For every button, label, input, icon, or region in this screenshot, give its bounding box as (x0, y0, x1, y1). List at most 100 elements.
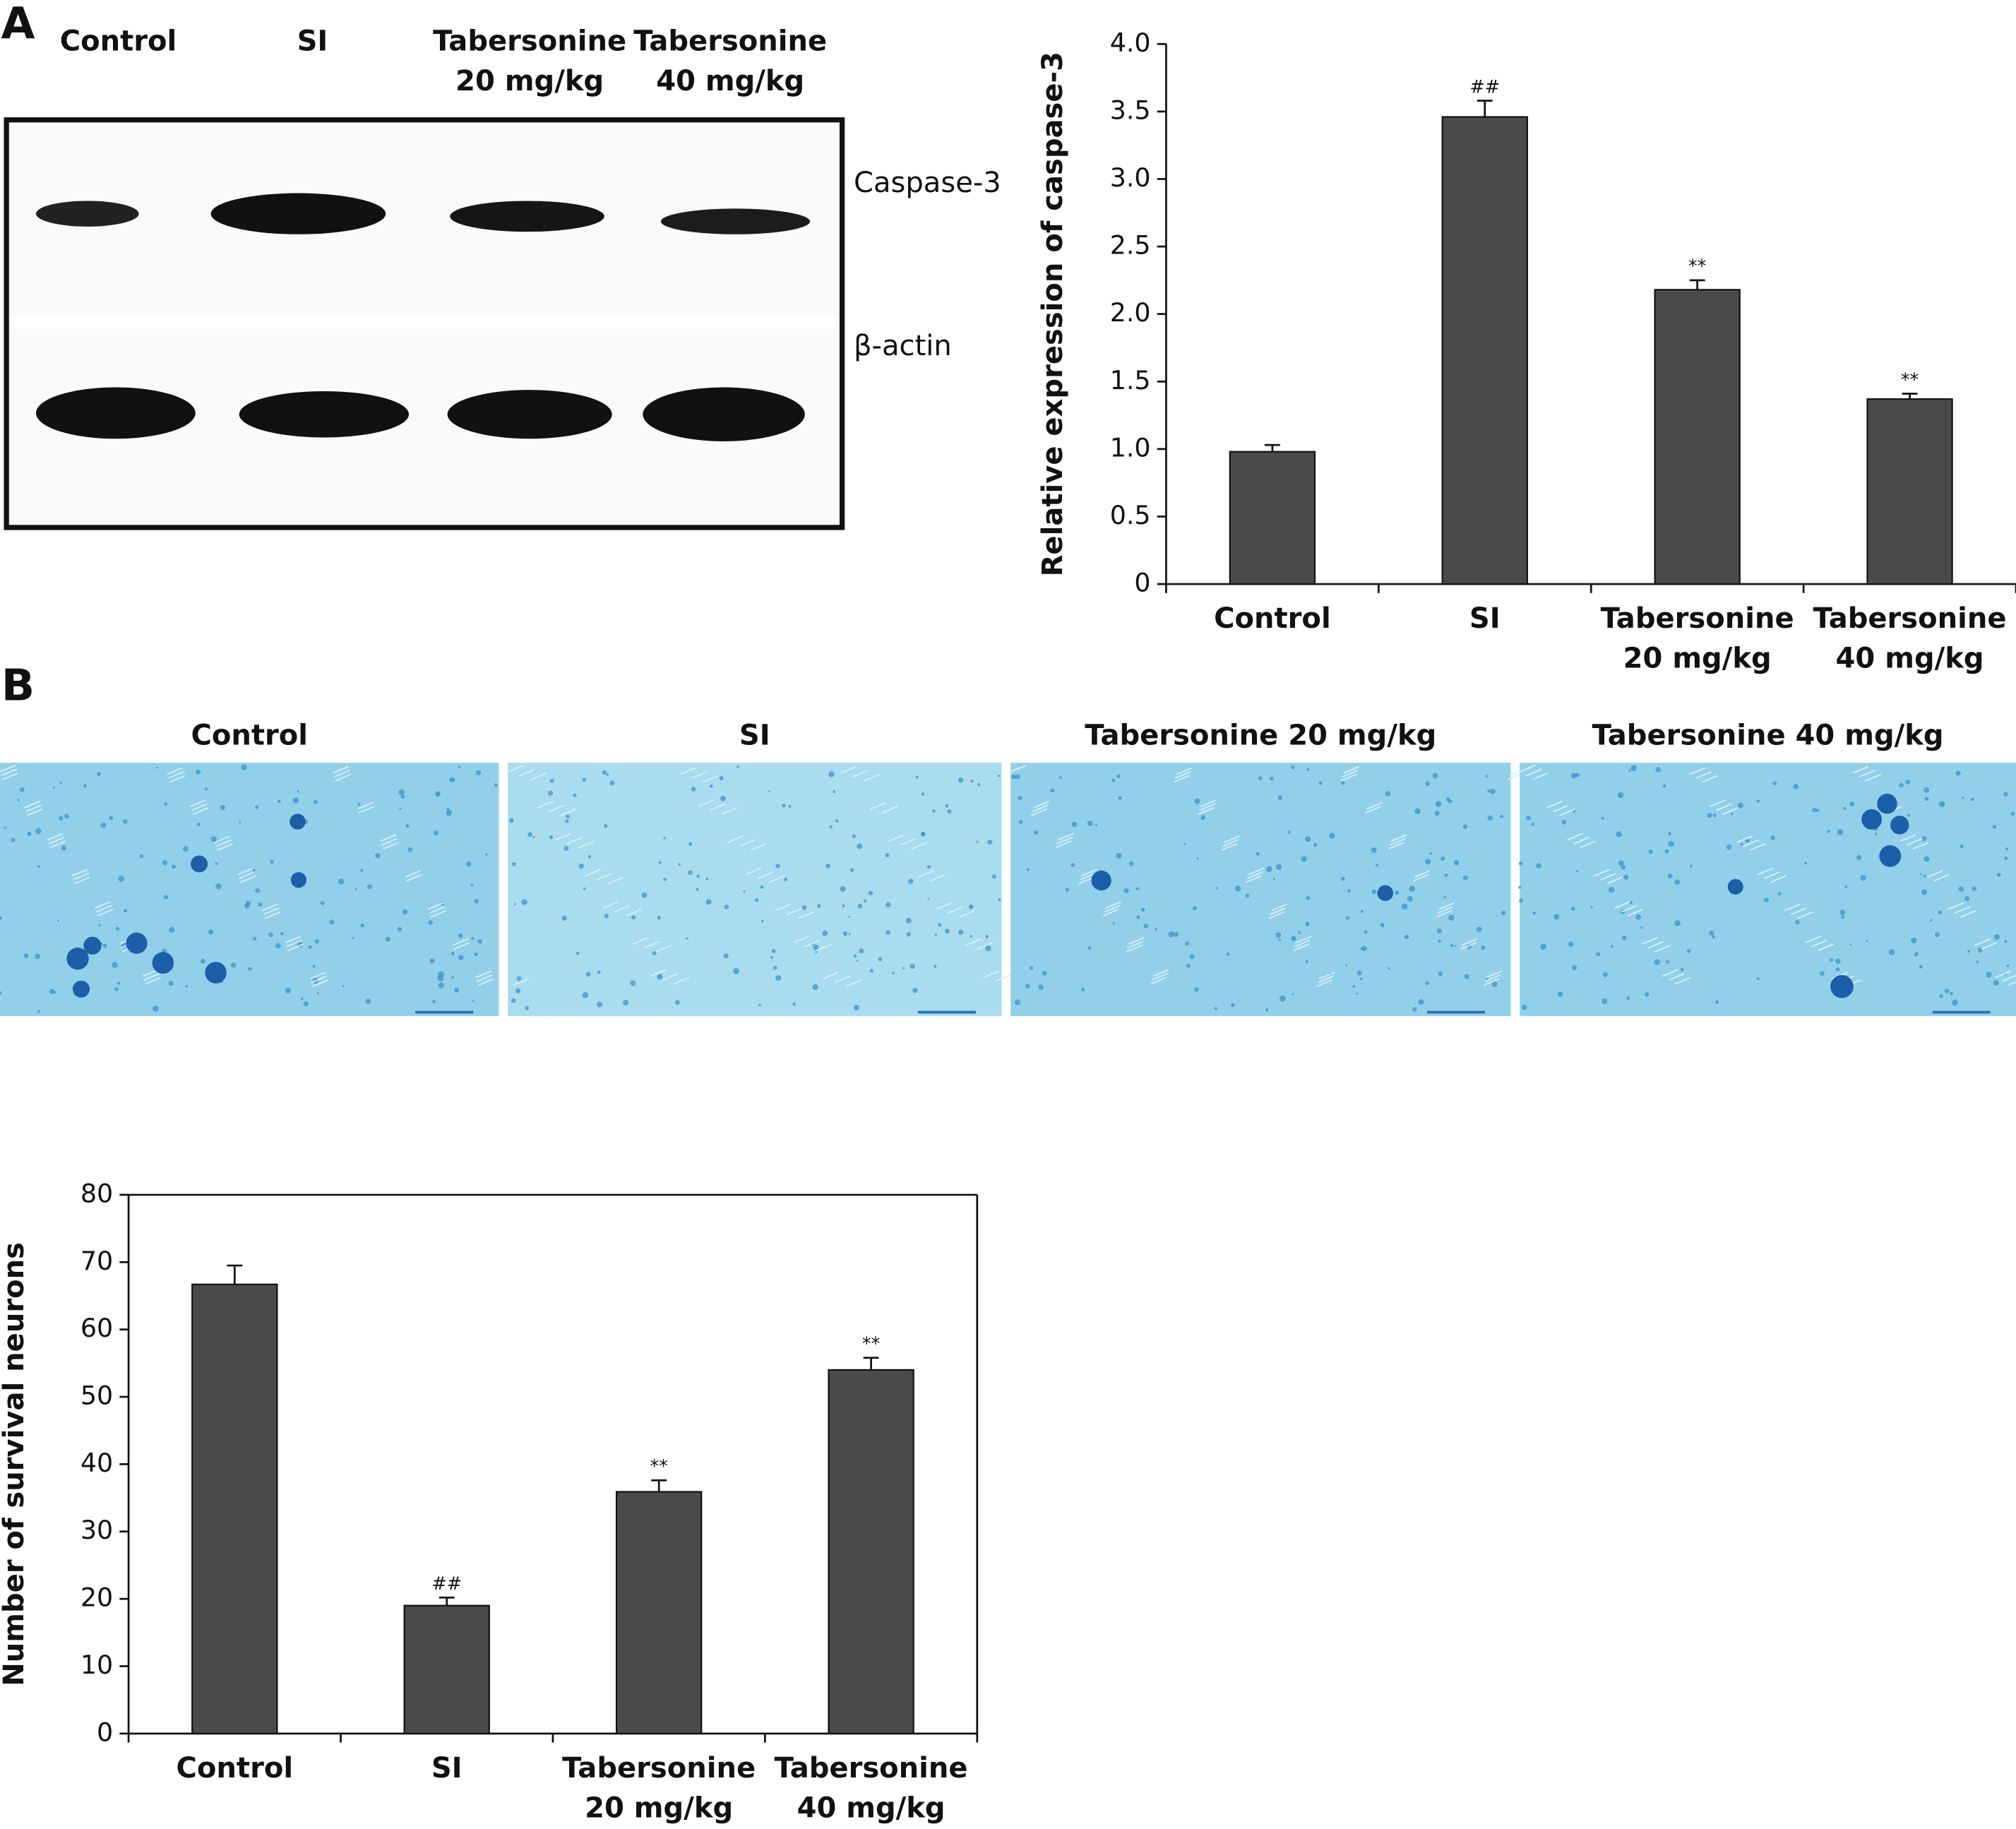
fiber (1414, 870, 1431, 878)
fiber (1176, 767, 1193, 775)
fiber (626, 908, 642, 917)
speck (630, 980, 636, 987)
speck (1071, 821, 1078, 828)
speck (367, 884, 373, 890)
neuron (152, 952, 174, 974)
speck (902, 967, 905, 970)
speck (1143, 924, 1148, 929)
speck (1183, 842, 1186, 846)
speck (1292, 993, 1294, 996)
speck (1518, 886, 1522, 889)
speck (168, 927, 175, 933)
speck (474, 952, 478, 957)
fiber (264, 911, 281, 919)
speck (1490, 788, 1496, 794)
speck (587, 854, 592, 859)
speck (907, 878, 914, 884)
speck (11, 838, 16, 842)
fiber (1248, 867, 1265, 876)
speck (1668, 832, 1672, 836)
speck (1689, 864, 1693, 868)
speck (1923, 874, 1926, 878)
speck (1958, 886, 1964, 892)
fiber (24, 800, 40, 809)
fiber (143, 972, 160, 981)
fiber (845, 979, 862, 987)
speck (398, 789, 405, 796)
speck (906, 932, 911, 937)
speck (1640, 926, 1643, 929)
fiber (1811, 939, 1827, 948)
speck (912, 987, 918, 994)
speck (1921, 889, 1928, 895)
speck (1306, 895, 1311, 900)
speck (1015, 774, 1020, 780)
speck (1306, 768, 1309, 771)
speck (1531, 822, 1535, 826)
fiber (2, 772, 18, 780)
speck (1361, 946, 1367, 951)
speck (239, 821, 241, 824)
speck (405, 824, 410, 828)
fiber (1695, 771, 1712, 779)
speck (733, 967, 739, 975)
fiber (1757, 867, 1774, 876)
speck (1654, 959, 1660, 965)
fiber (1128, 936, 1145, 945)
fiber (1573, 836, 1589, 845)
speck (1200, 815, 1206, 820)
fiber (405, 870, 421, 878)
speck (1025, 984, 1030, 989)
speck (83, 784, 87, 788)
speck (1804, 862, 1808, 865)
speck (724, 905, 729, 910)
speck (1364, 930, 1368, 934)
speck (1425, 981, 1429, 986)
speck (657, 974, 663, 980)
speck (114, 987, 119, 991)
speck (1051, 788, 1055, 792)
significance: ## (431, 1573, 462, 1595)
y-axis-label: Number of survival neurons (0, 1242, 30, 1686)
speck (210, 835, 217, 842)
speck (1443, 895, 1447, 899)
fiber (190, 799, 206, 807)
speck (968, 904, 974, 910)
fiber (750, 843, 767, 851)
protein-label: β-actin (854, 330, 952, 362)
speck (1934, 932, 1940, 937)
speck (775, 975, 782, 982)
speck (513, 902, 516, 905)
y-tick-label: 2.0 (1110, 297, 1151, 328)
speck (1519, 898, 1523, 903)
speck (1618, 860, 1624, 866)
fiber (453, 942, 470, 951)
neuron (290, 871, 307, 888)
speck (1572, 965, 1577, 970)
fiber (25, 804, 42, 813)
speck (1418, 999, 1424, 1005)
speck (720, 795, 726, 802)
speck (1830, 958, 1834, 963)
fiber (427, 902, 444, 910)
speck (204, 787, 208, 791)
fiber (1995, 970, 2012, 979)
speck (1993, 979, 1999, 986)
speck (1258, 776, 1263, 780)
speck (1116, 852, 1122, 859)
speck (892, 972, 895, 975)
speck (1986, 971, 1992, 978)
speck (828, 771, 835, 778)
fiber (888, 834, 905, 842)
neuron (1727, 878, 1743, 895)
speck (1777, 892, 1782, 895)
speck (2005, 847, 2009, 851)
speck (1345, 964, 1348, 967)
speck (20, 787, 25, 792)
speck (863, 899, 867, 902)
speck (657, 915, 661, 920)
speck (548, 790, 554, 796)
blot-bands (35, 193, 811, 441)
fiber (673, 977, 690, 985)
speck (1116, 774, 1121, 778)
